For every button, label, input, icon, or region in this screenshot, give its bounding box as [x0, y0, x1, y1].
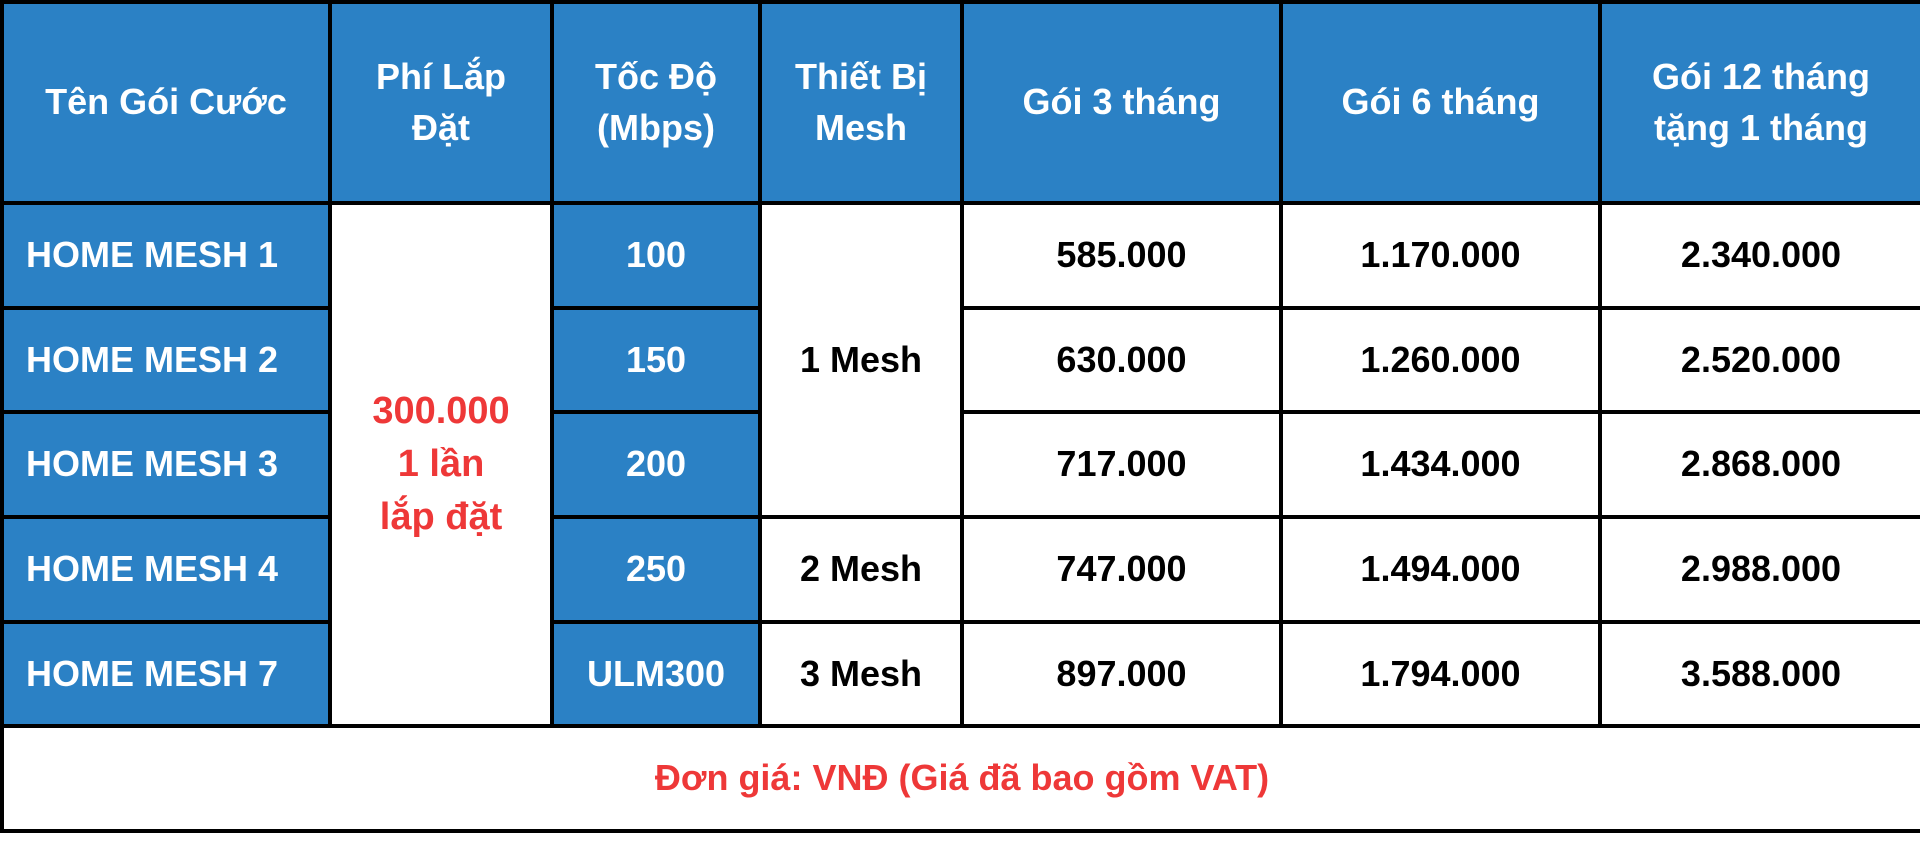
- speed-value: 200: [550, 410, 762, 519]
- table-row: HOME MESH 7 ULM300 3 Mesh 897.000 1.794.…: [0, 619, 1920, 729]
- header-mesh-device: Thiết Bị Mesh: [758, 0, 964, 205]
- header-row: Tên Gói Cước Phí Lắp Đặt Tốc Độ (Mbps) T…: [0, 0, 1920, 205]
- mesh-device-count: 2 Mesh: [758, 514, 964, 624]
- install-fee-label: lắp đặt: [379, 496, 503, 539]
- mesh-device-count: 3 Mesh: [758, 619, 964, 729]
- speed-value: 150: [550, 305, 762, 415]
- speed-value: 100: [550, 201, 762, 310]
- install-fee-amount: 300.000: [372, 389, 510, 432]
- price-3-months: 585.000: [960, 201, 1283, 310]
- price-6-months: 1.260.000: [1279, 305, 1602, 415]
- table-row: HOME MESH 3 200 717.000 1.434.000 2.868.…: [0, 410, 1920, 519]
- package-name: HOME MESH 7: [0, 619, 332, 729]
- price-12-months: 2.340.000: [1598, 201, 1920, 310]
- package-name: HOME MESH 4: [0, 514, 332, 624]
- price-6-months: 1.434.000: [1279, 410, 1602, 519]
- price-12-months: 3.588.000: [1598, 619, 1920, 729]
- table-row: HOME MESH 4 250 2 Mesh 747.000 1.494.000…: [0, 514, 1920, 624]
- price-12-months: 2.868.000: [1598, 410, 1920, 519]
- price-3-months: 897.000: [960, 619, 1283, 729]
- price-12-months: 2.520.000: [1598, 305, 1920, 415]
- price-6-months: 1.494.000: [1279, 514, 1602, 624]
- speed-value: ULM300: [550, 619, 762, 729]
- header-plan-6-months: Gói 6 tháng: [1279, 0, 1602, 205]
- price-3-months: 717.000: [960, 410, 1283, 519]
- package-name: HOME MESH 1: [0, 201, 332, 310]
- header-plan-12-months: Gói 12 tháng tặng 1 tháng: [1598, 0, 1920, 205]
- package-name: HOME MESH 2: [0, 305, 332, 415]
- header-install-fee: Phí Lắp Đặt: [328, 0, 554, 205]
- header-plan-3-months: Gói 3 tháng: [960, 0, 1283, 205]
- header-package-name: Tên Gói Cước: [0, 0, 332, 205]
- price-6-months: 1.794.000: [1279, 619, 1602, 729]
- footer-row: Đơn giá: VNĐ (Giá đã bao gồm VAT): [0, 724, 1920, 833]
- package-name: HOME MESH 3: [0, 410, 332, 519]
- table-row: HOME MESH 2 150 630.000 1.260.000 2.520.…: [0, 305, 1920, 415]
- install-fee-cell: 300.000 1 lần lắp đặt: [328, 200, 554, 729]
- price-6-months: 1.170.000: [1279, 201, 1602, 310]
- install-fee-frequency: 1 lần: [397, 443, 485, 486]
- speed-value: 250: [550, 514, 762, 624]
- price-unit-note: Đơn giá: VNĐ (Giá đã bao gồm VAT): [0, 724, 1920, 833]
- price-3-months: 630.000: [960, 305, 1283, 415]
- mesh-device-count: 1 Mesh: [758, 201, 964, 519]
- price-3-months: 747.000: [960, 514, 1283, 624]
- price-12-months: 2.988.000: [1598, 514, 1920, 624]
- table-row: HOME MESH 1 300.000 1 lần lắp đặt 100 1 …: [0, 200, 1920, 729]
- header-speed: Tốc Độ (Mbps): [550, 0, 762, 205]
